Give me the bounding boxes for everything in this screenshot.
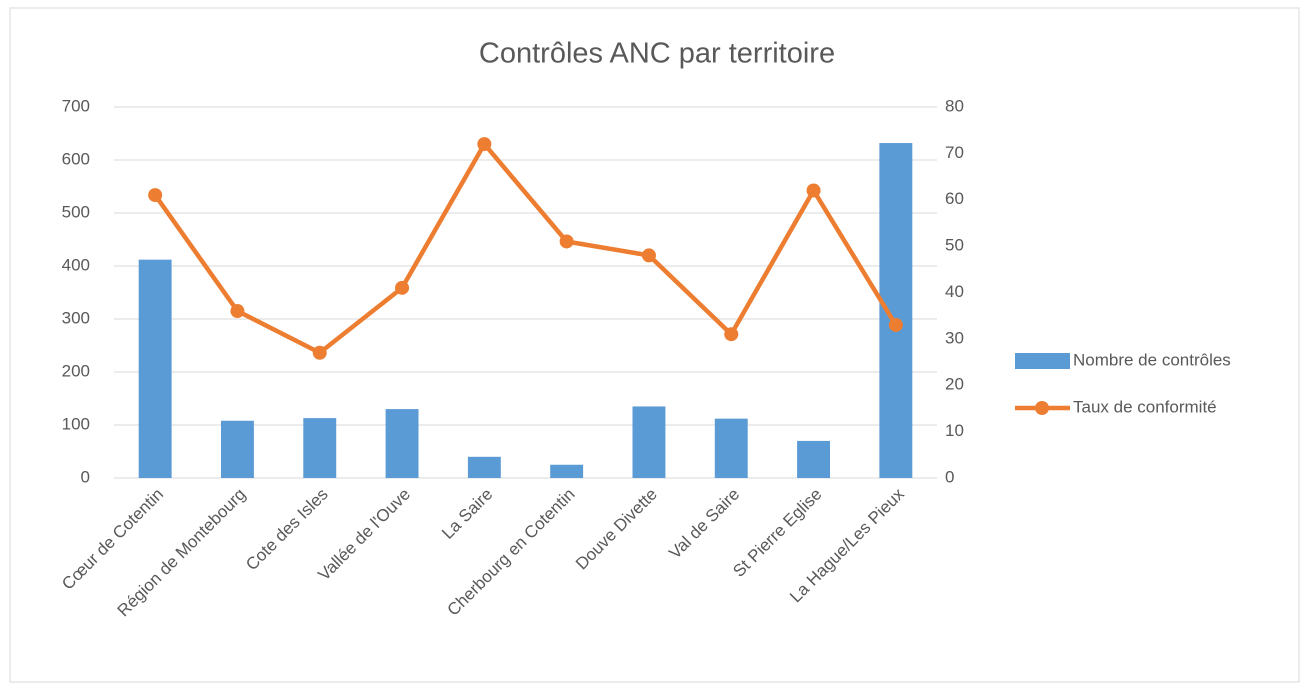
line-marker <box>477 137 492 152</box>
y2-tick-label: 50 <box>945 236 964 255</box>
legend-label: Nombre de contrôles <box>1073 350 1231 369</box>
bar <box>385 409 419 478</box>
bar <box>138 259 172 478</box>
line-marker <box>230 304 245 319</box>
y2-tick-label: 30 <box>945 328 964 347</box>
y-tick-label: 400 <box>62 255 90 274</box>
bar <box>550 464 584 478</box>
line-marker <box>888 317 903 332</box>
legend-label: Taux de conformité <box>1073 397 1217 416</box>
y2-tick-label: 70 <box>945 143 964 162</box>
chart-title: Contrôles ANC par territoire <box>479 38 835 70</box>
line-marker <box>148 188 163 203</box>
y-tick-label: 700 <box>62 96 90 115</box>
line-marker <box>724 327 739 342</box>
bar <box>714 418 748 478</box>
line <box>153 141 898 356</box>
bar <box>879 143 913 479</box>
line-marker <box>641 248 656 263</box>
y2-tick-label: 40 <box>945 282 964 301</box>
y2-tick-label: 60 <box>945 189 964 208</box>
line-marker <box>559 234 574 249</box>
bar <box>632 406 666 478</box>
y2-tick-label: 20 <box>945 375 964 394</box>
line-marker <box>312 345 327 360</box>
y2-tick-label: 10 <box>945 421 964 440</box>
legend-swatch <box>1015 353 1070 369</box>
y-tick-label: 200 <box>62 361 90 380</box>
line-marker <box>395 280 410 295</box>
chart-border <box>9 7 1300 683</box>
bar <box>467 456 501 478</box>
bar <box>303 418 337 478</box>
y-tick-label: 0 <box>81 467 90 486</box>
y-tick-label: 500 <box>62 202 90 221</box>
line-marker <box>806 183 821 198</box>
bar <box>220 420 254 478</box>
y2-tick-label: 0 <box>945 467 954 486</box>
y-tick-label: 600 <box>62 149 90 168</box>
legend-swatch <box>1035 401 1049 415</box>
y2-tick-label: 80 <box>945 96 964 115</box>
bar <box>797 440 831 478</box>
y-tick-label: 100 <box>62 414 90 433</box>
y-tick-label: 300 <box>62 308 90 327</box>
